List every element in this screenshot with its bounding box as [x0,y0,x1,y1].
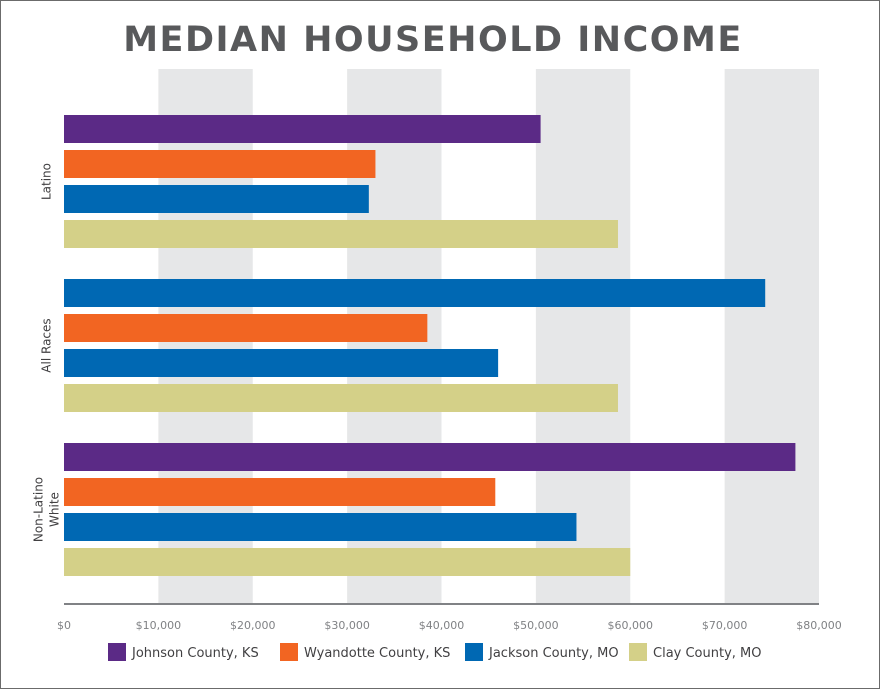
bar-latino-series-1 [64,150,376,178]
legend-label: Clay County, MO [653,646,762,661]
category-label: White [48,492,62,527]
x-tick-label: $80,000 [796,619,842,632]
legend-swatch [108,643,126,661]
bar-latino-series-0 [64,115,541,143]
category-label: Non-Latino [32,477,46,542]
bar-non-latino-white-series-2 [64,513,577,541]
x-tick-label: $60,000 [608,619,654,632]
bar-latino-series-2 [64,185,369,213]
grid-band-70000 [724,69,819,604]
legend-label: Johnson County, KS [131,646,259,661]
bar-all-races-series-2 [64,349,499,377]
category-label: Latino [40,163,54,200]
legend: Johnson County, KS Wyandotte County, KS Ja… [108,643,762,661]
x-tick-label: $0 [57,619,71,632]
bar-non-latino-white-series-3 [64,548,631,576]
bar-latino-series-3 [64,220,618,248]
bar-all-races-series-1 [64,314,428,342]
bars [64,115,796,576]
bar-non-latino-white-series-1 [64,478,496,506]
legend-swatch [280,643,298,661]
legend-swatch [465,643,483,661]
x-tick-label: $50,000 [513,619,559,632]
x-tick-label: $10,000 [136,619,182,632]
category-labels: Latino All Races Non-Latino White [32,163,62,542]
legend-swatch [629,643,647,661]
chart-title: MEDIAN HOUSEHOLD INCOME [123,20,743,60]
x-tick-label: $30,000 [324,619,370,632]
x-tick-label: $70,000 [702,619,748,632]
bar-extra-0 [64,279,766,307]
category-label: All Races [40,318,54,372]
x-tick-label: $20,000 [230,619,276,632]
bar-non-latino-white-series-0 [64,443,796,471]
legend-label: Jackson County, MO [488,646,619,661]
x-tick-label: $40,000 [419,619,465,632]
x-tick-labels: $0 $10,000 $20,000 $30,000 $40,000 $50,000 $60… [57,619,842,632]
legend-label: Wyandotte County, KS [304,646,450,661]
bar-all-races-series-3 [64,384,618,412]
